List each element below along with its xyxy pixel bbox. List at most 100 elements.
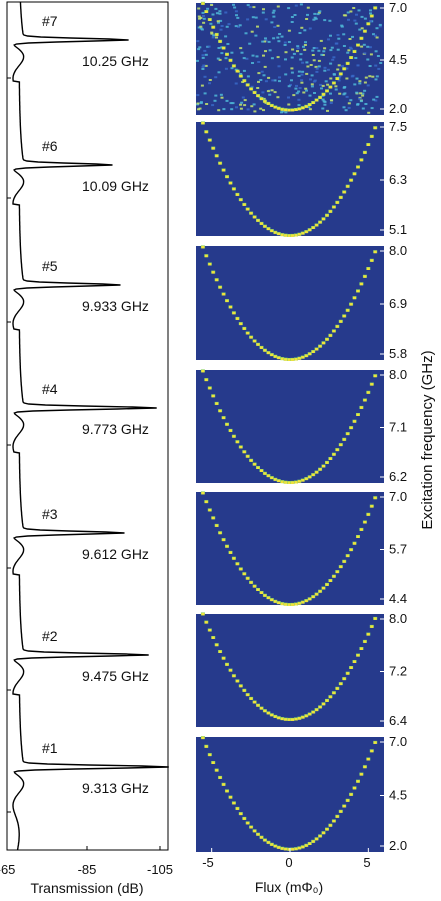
noise-pixel xyxy=(355,91,359,94)
noise-pixel xyxy=(242,57,246,60)
trace-point xyxy=(280,602,284,606)
noise-pixel xyxy=(300,81,304,84)
panel-background xyxy=(196,737,384,852)
trace-point xyxy=(225,663,229,666)
trace-point xyxy=(346,799,350,802)
noise-pixel xyxy=(215,36,218,39)
noise-pixel xyxy=(284,51,288,54)
noise-pixel xyxy=(374,64,378,67)
noise-pixel xyxy=(218,58,222,61)
trace-point xyxy=(353,420,356,423)
trace-point xyxy=(304,844,308,847)
noise-pixel xyxy=(300,73,304,76)
noise-pixel xyxy=(318,10,322,13)
noise-pixel xyxy=(326,109,329,112)
trace-point xyxy=(270,353,274,357)
noise-pixel xyxy=(298,87,302,90)
trace-point xyxy=(301,356,305,359)
trace-point xyxy=(311,473,315,477)
noise-pixel xyxy=(196,102,200,105)
trace-point xyxy=(263,594,267,597)
trace-point xyxy=(239,567,243,571)
trace-point xyxy=(232,187,236,191)
trace-point xyxy=(349,793,353,796)
trace-point xyxy=(270,713,274,717)
noise-pixel xyxy=(245,57,249,60)
noise-pixel xyxy=(359,92,363,95)
trace-point xyxy=(242,203,246,206)
trace-point xyxy=(346,62,350,65)
noise-pixel xyxy=(309,78,312,81)
noise-pixel xyxy=(257,72,261,75)
resonance-number-label: #6 xyxy=(42,138,58,154)
trace-point xyxy=(211,26,215,29)
trace-point xyxy=(204,745,208,748)
noise-pixel xyxy=(278,76,281,79)
trace-point xyxy=(208,508,212,512)
trace-point xyxy=(370,749,374,753)
noise-pixel xyxy=(214,7,218,10)
noise-pixel xyxy=(224,57,228,60)
noise-pixel xyxy=(224,11,228,14)
noise-pixel xyxy=(250,85,254,88)
trace-point xyxy=(294,603,298,606)
noise-pixel xyxy=(289,83,292,86)
trace-point xyxy=(304,105,308,108)
trace-point xyxy=(294,358,298,361)
trace-point xyxy=(222,416,226,420)
noise-pixel xyxy=(246,108,250,111)
noise-pixel xyxy=(310,74,314,77)
trace-point xyxy=(342,314,346,318)
noise-pixel xyxy=(364,103,368,105)
trace-point xyxy=(246,208,250,211)
trace-point xyxy=(363,399,367,402)
resonance-number-label: #4 xyxy=(42,381,58,397)
noise-pixel xyxy=(234,82,238,85)
trace-point xyxy=(308,352,312,356)
trace-point xyxy=(366,143,370,146)
trace-point xyxy=(363,765,367,769)
noise-pixel xyxy=(320,53,324,56)
noise-pixel xyxy=(272,15,276,18)
trace-point xyxy=(349,56,353,59)
resonance-frequency-label: 9.773 GHz xyxy=(82,421,149,437)
noise-pixel xyxy=(317,11,321,14)
noise-pixel xyxy=(301,70,305,73)
noise-pixel xyxy=(305,61,309,64)
noise-pixel xyxy=(230,67,234,70)
noise-pixel xyxy=(358,82,362,85)
noise-pixel xyxy=(313,16,317,19)
trace-point xyxy=(322,93,325,96)
noise-pixel xyxy=(361,94,365,97)
trace-point xyxy=(260,346,263,349)
noise-pixel xyxy=(374,50,378,53)
noise-pixel xyxy=(250,105,254,108)
trace-point xyxy=(297,233,301,236)
trace-point xyxy=(349,426,353,430)
noise-pixel xyxy=(239,73,243,75)
noise-pixel xyxy=(287,103,291,106)
noise-pixel xyxy=(261,40,265,43)
noise-pixel xyxy=(248,42,252,45)
noise-pixel xyxy=(313,12,317,15)
trace-point xyxy=(263,100,267,103)
panel-y-tick-label: 8.0 xyxy=(389,611,407,626)
trace-point xyxy=(277,846,281,849)
noise-pixel xyxy=(375,75,379,78)
noise-pixel xyxy=(347,102,351,105)
noise-pixel xyxy=(262,109,265,112)
noise-pixel xyxy=(308,94,312,97)
trace-point xyxy=(370,14,374,18)
trace-point xyxy=(346,672,350,675)
noise-pixel xyxy=(329,34,332,37)
transmission-trace xyxy=(12,1,169,851)
trace-point xyxy=(277,716,281,720)
trace-point xyxy=(318,345,322,348)
panel-background xyxy=(196,492,384,605)
noise-pixel xyxy=(329,49,333,52)
noise-pixel xyxy=(278,80,281,83)
transmission-ticks xyxy=(6,77,161,850)
trace-point xyxy=(211,271,215,274)
noise-pixel xyxy=(284,111,288,114)
noise-pixel xyxy=(312,59,316,62)
